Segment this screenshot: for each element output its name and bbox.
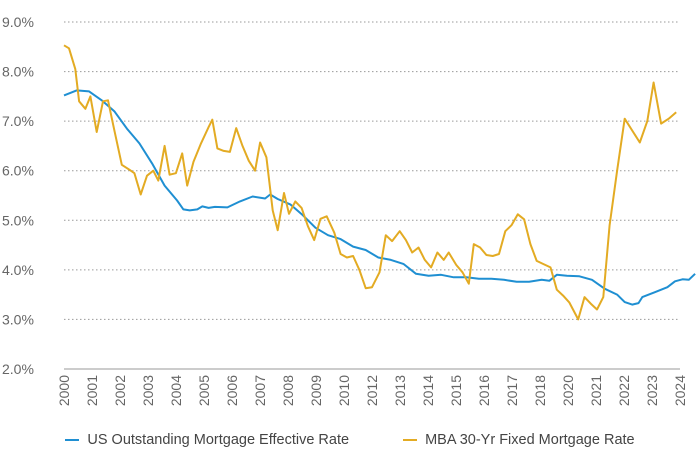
x-tick-label: 2000 xyxy=(56,375,72,406)
x-tick-label: 2021 xyxy=(588,375,604,406)
x-tick-label: 2006 xyxy=(224,375,240,406)
legend: US Outstanding Mortgage Effective Rate M… xyxy=(0,432,700,448)
x-tick-label: 2022 xyxy=(616,375,632,406)
legend-label-effective-rate: US Outstanding Mortgage Effective Rate xyxy=(87,432,350,448)
legend-swatch-gold xyxy=(403,439,418,441)
x-tick-label: 2016 xyxy=(476,375,492,406)
x-tick-label: 2001 xyxy=(84,375,100,406)
x-tick-label: 2017 xyxy=(504,375,520,406)
y-tick-label: 9.0% xyxy=(2,14,34,30)
legend-item-effective-rate: US Outstanding Mortgage Effective Rate xyxy=(65,432,349,448)
x-tick-label: 2012 xyxy=(364,375,380,406)
x-axis-ticks: 2000 2001 2002 2003 2004 2005 2006 2007 2008 2009… xyxy=(56,368,688,406)
y-tick-label: 8.0% xyxy=(2,64,34,80)
x-tick-label: 2018 xyxy=(532,375,548,406)
y-tick-label: 6.0% xyxy=(2,163,34,179)
x-tick-label: 2024 xyxy=(672,375,688,406)
x-tick-label: 2005 xyxy=(196,375,212,406)
x-tick-label: 2008 xyxy=(280,375,296,406)
x-tick-label: 2009 xyxy=(308,375,324,406)
legend-swatch-blue xyxy=(65,439,80,441)
series-lines xyxy=(63,44,696,321)
x-tick-label: 2013 xyxy=(392,375,408,406)
y-tick-label: 2.0% xyxy=(2,361,34,377)
y-tick-label: 3.0% xyxy=(2,311,34,327)
y-tick-label: 4.0% xyxy=(2,262,34,278)
legend-item-mba-rate: MBA 30-Yr Fixed Mortgage Rate xyxy=(403,432,635,448)
y-tick-label: 7.0% xyxy=(2,113,34,129)
x-tick-label: 2014 xyxy=(420,375,436,406)
series-line-mba-rate xyxy=(63,44,677,321)
y-tick-label: 5.0% xyxy=(2,212,34,228)
x-tick-label: 2010 xyxy=(336,375,352,406)
line-chart: 2.0%3.0%4.0%5.0%6.0%7.0%8.0%9.0% 2000 200… xyxy=(2,14,696,406)
x-tick-label: 2002 xyxy=(112,375,128,406)
x-tick-label: 2020 xyxy=(560,375,576,406)
x-tick-label: 2023 xyxy=(644,375,660,406)
legend-label-mba-rate: MBA 30-Yr Fixed Mortgage Rate xyxy=(425,432,635,448)
gridlines xyxy=(64,21,680,370)
x-tick-label: 2007 xyxy=(252,375,268,406)
x-tick-label: 2003 xyxy=(140,375,156,406)
y-axis-ticks: 2.0% 3.0% 4.0% 5.0% 6.0% 7.0% 8.0% 9.0% xyxy=(2,14,34,377)
x-tick-label: 2015 xyxy=(448,375,464,406)
x-tick-label: 2004 xyxy=(168,375,184,406)
series-line-effective-rate xyxy=(63,89,696,306)
